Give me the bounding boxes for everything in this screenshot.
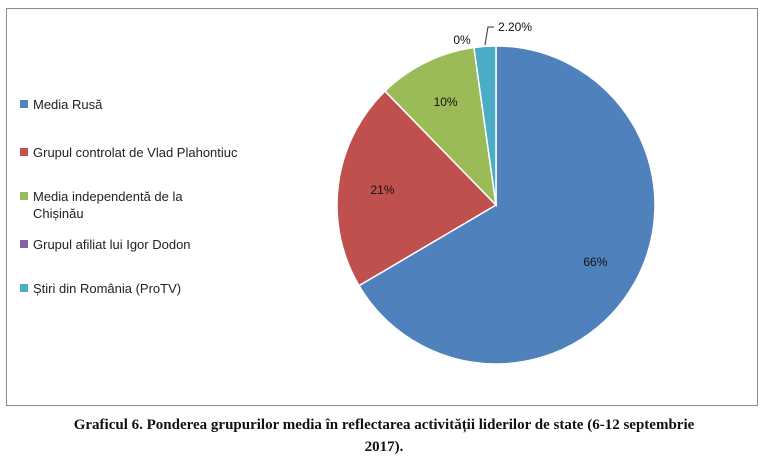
legend-swatch-media-independenta (20, 192, 28, 200)
data-label-dodon: 0% (453, 33, 471, 47)
leader-line-protv (484, 26, 494, 46)
legend-label-media-independenta: Media independentă de la Chișinău (33, 189, 183, 221)
legend-item-plahontiuc: Grupul controlat de Vlad Plahontiuc (20, 144, 263, 161)
figure-caption: Graficul 6. Ponderea grupurilor media în… (0, 414, 768, 458)
legend-swatch-plahontiuc (20, 148, 28, 156)
pie-slice-media-rusa (357, 45, 656, 365)
data-label-protv: 2.20% (498, 20, 532, 34)
legend-swatch-protv (20, 284, 28, 292)
legend-swatch-media-rusa (20, 100, 28, 108)
data-label-media-rusa: 66% (583, 255, 607, 269)
pie-slice-media-independenta (383, 46, 498, 208)
legend-label-plahontiuc: Grupul controlat de Vlad Plahontiuc (33, 145, 238, 160)
pie-slice-plahontiuc (336, 90, 498, 287)
legend-item-media-rusa: Media Rusă (20, 96, 263, 113)
figure-caption-text: Graficul 6. Ponderea grupurilor media în… (73, 417, 695, 455)
data-label-media-independenta: 10% (434, 95, 458, 109)
data-label-plahontiuc: 21% (371, 183, 395, 197)
legend-item-protv: Știri din România (ProTV) (20, 280, 263, 297)
pie-slice-protv (473, 45, 497, 206)
legend-swatch-dodon (20, 240, 28, 248)
legend-label-protv: Știri din România (ProTV) (33, 281, 182, 296)
legend-label-media-rusa: Media Rusă (33, 97, 103, 112)
legend-item-media-independenta: Media independentă de la Chișinău (20, 188, 213, 222)
legend-item-dodon: Grupul afiliat lui Igor Dodon (20, 236, 263, 253)
legend-label-dodon: Grupul afiliat lui Igor Dodon (33, 237, 191, 252)
